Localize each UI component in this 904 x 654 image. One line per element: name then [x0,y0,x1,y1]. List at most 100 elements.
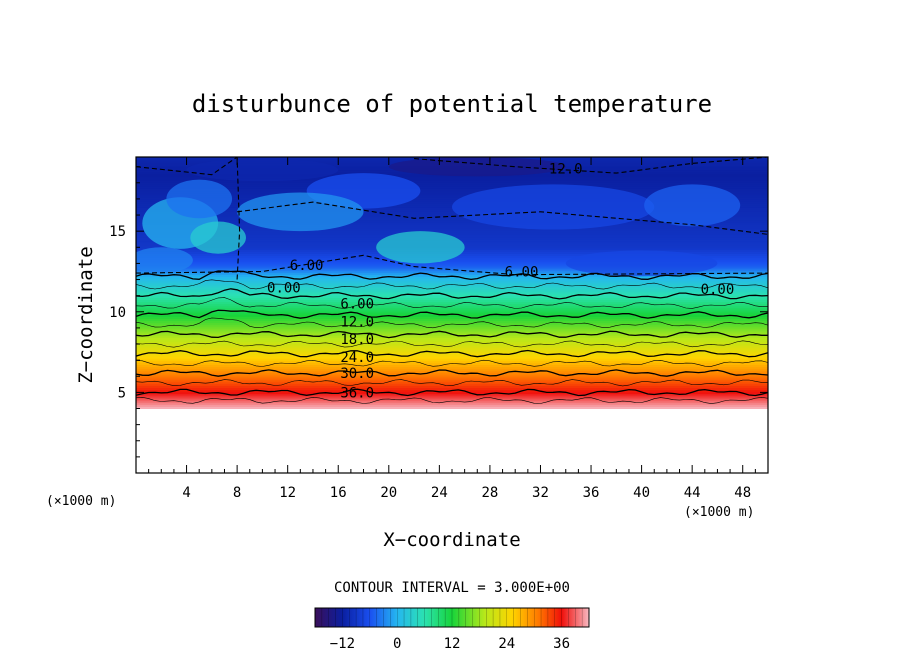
field-band [136,345,768,349]
field-band [136,261,768,265]
field-band [136,336,768,340]
field-band [136,288,768,292]
contour-label: 6.00 [505,264,539,280]
field-band [136,376,768,380]
field-band [136,322,768,326]
x-tick-label: 32 [532,485,549,501]
contour-label: 12.0 [340,314,374,330]
x-tick-label: 4 [182,485,190,501]
contour-line-negative [237,201,768,235]
field-band [136,305,768,309]
contour-label: 18.0 [340,332,374,348]
y-tick-label: 10 [109,305,126,321]
field-band [136,380,768,384]
contour-line [136,288,768,300]
field-band [136,366,768,370]
field-band [136,384,768,389]
field-band [136,284,768,288]
contour-label: 0.00 [267,281,301,297]
colorbar-tick-label: 0 [393,636,401,652]
field-band [136,217,768,221]
field-band [136,210,768,215]
field-patch [186,158,339,182]
field-band [136,340,768,345]
field-patch [452,184,655,230]
field-band [136,372,768,376]
x-tick-label: 28 [481,485,498,501]
contour-line [136,379,768,387]
field-band [136,202,768,206]
field-band [136,227,768,231]
field-band [136,324,768,328]
x-tick-label: 48 [734,485,751,501]
contour-line [136,396,768,404]
field-band [136,353,768,357]
contour-line-negative [136,157,238,176]
field-patch [565,250,718,277]
y-tick-label: 15 [109,224,126,240]
field-band [136,357,768,361]
field-band [136,213,768,217]
x-tick-label: 44 [684,485,701,501]
field-band [136,303,768,307]
field-band [136,206,768,210]
field-band [136,269,768,273]
field-band [136,221,768,225]
field-band [136,387,768,391]
field-band [136,177,768,181]
field-band [136,395,768,399]
x-tick-label: 20 [380,485,397,501]
field-patch [376,231,465,264]
field-band [136,278,768,282]
contour-line-negative [236,157,241,280]
field-band [136,231,768,236]
field-band [136,282,768,286]
field-band [136,198,768,202]
turbulent-patches [136,157,741,277]
colorbar-ticks: −12 0 12 24 36 [314,608,590,652]
field-band [136,363,768,368]
field-band [136,280,768,284]
field-band [136,223,768,227]
contour-label: 30.0 [340,366,374,382]
field-band [136,343,768,347]
field-patch [388,157,566,177]
field-band [136,313,768,317]
contour-line [136,369,768,377]
field-band [136,175,768,179]
colorbar-tick-label: 12 [444,636,461,652]
field-patch [644,184,741,227]
contour-line [136,340,768,348]
field-band [136,271,768,275]
contour-label: 6.00 [340,297,374,313]
contour-line-negative [136,254,768,276]
field-band [136,263,768,267]
contour-line [136,279,768,290]
x-tick-label: 40 [633,485,650,501]
field-band [136,219,768,223]
contour-line [136,388,768,397]
field-band [136,190,768,194]
field-band [136,307,768,311]
field-band [136,273,768,277]
field-band [136,179,768,183]
field-band [136,200,768,204]
field-band [136,397,768,401]
field-band [136,405,768,410]
field-band [136,378,768,382]
contour-label: 24.0 [340,350,374,366]
contour-lines [136,157,768,404]
field-band [136,192,768,196]
field-band [136,359,768,363]
field-band [136,393,768,397]
field-band [136,185,768,189]
contour-line [136,317,768,329]
contour-line [136,297,768,309]
x-tick-label: 24 [431,485,448,501]
field-band [136,183,768,187]
field-band [136,299,768,303]
x-tick-label: 12 [279,485,296,501]
contour-label: 12.0 [549,161,583,177]
field-band [136,292,768,296]
colorbar-tick-label: 36 [553,636,570,652]
